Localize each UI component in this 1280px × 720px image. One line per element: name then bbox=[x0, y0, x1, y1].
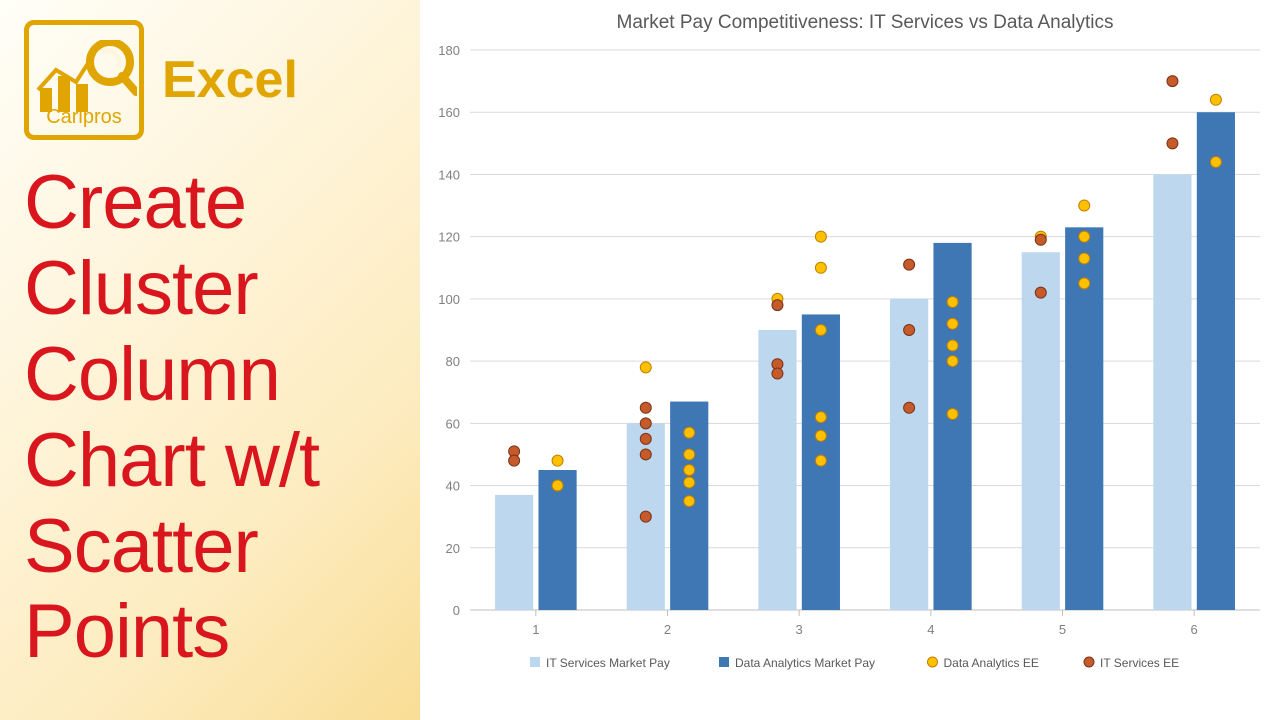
headline-line: Cluster bbox=[24, 246, 396, 332]
scatter-point bbox=[947, 297, 958, 308]
scatter-point bbox=[1079, 253, 1090, 264]
scatter-point bbox=[1210, 157, 1221, 168]
excel-label: Excel bbox=[162, 54, 298, 106]
bar bbox=[1153, 174, 1191, 610]
y-tick-label: 40 bbox=[446, 479, 460, 494]
scatter-point bbox=[684, 477, 695, 488]
x-tick-label: 5 bbox=[1059, 622, 1066, 637]
x-tick-label: 3 bbox=[796, 622, 803, 637]
chart-svg: Market Pay Competitiveness: IT Services … bbox=[420, 0, 1280, 700]
scatter-point bbox=[684, 465, 695, 476]
scatter-point bbox=[815, 231, 826, 242]
scatter-point bbox=[815, 325, 826, 336]
scatter-point bbox=[772, 300, 783, 311]
headline-line: Column bbox=[24, 332, 396, 418]
x-tick-label: 1 bbox=[532, 622, 539, 637]
y-tick-label: 0 bbox=[453, 603, 460, 618]
x-tick-label: 4 bbox=[927, 622, 934, 637]
scatter-point bbox=[947, 409, 958, 420]
scatter-point bbox=[815, 455, 826, 466]
scatter-point bbox=[684, 449, 695, 460]
headline: CreateClusterColumnChart w/tScatterPoint… bbox=[24, 160, 396, 675]
scatter-point bbox=[1079, 231, 1090, 242]
scatter-point bbox=[1167, 76, 1178, 87]
headline-line: Create bbox=[24, 160, 396, 246]
y-tick-label: 180 bbox=[438, 43, 460, 58]
legend-label: IT Services EE bbox=[1100, 656, 1179, 670]
scatter-point bbox=[904, 259, 915, 270]
scatter-point bbox=[640, 362, 651, 373]
scatter-point bbox=[684, 427, 695, 438]
scatter-point bbox=[684, 496, 695, 507]
legend-swatch bbox=[719, 657, 729, 667]
y-tick-label: 80 bbox=[446, 354, 460, 369]
legend-label: Data Analytics Market Pay bbox=[735, 656, 875, 670]
scatter-point bbox=[552, 455, 563, 466]
scatter-point bbox=[815, 430, 826, 441]
legend-swatch bbox=[1084, 657, 1094, 667]
scatter-point bbox=[904, 402, 915, 413]
bar bbox=[1197, 112, 1235, 610]
scatter-point bbox=[904, 325, 915, 336]
scatter-point bbox=[640, 402, 651, 413]
scatter-point bbox=[815, 262, 826, 273]
headline-line: Scatter bbox=[24, 504, 396, 590]
y-tick-label: 120 bbox=[438, 230, 460, 245]
scatter-point bbox=[1079, 278, 1090, 289]
y-tick-label: 100 bbox=[438, 292, 460, 307]
scatter-point bbox=[947, 340, 958, 351]
scatter-point bbox=[1035, 234, 1046, 245]
page: Caripros Excel CreateClusterColumnChart … bbox=[0, 0, 1280, 720]
y-tick-label: 60 bbox=[446, 416, 460, 431]
left-panel: Caripros Excel CreateClusterColumnChart … bbox=[0, 0, 420, 720]
scatter-point bbox=[1035, 287, 1046, 298]
scatter-point bbox=[640, 511, 651, 522]
legend-swatch bbox=[928, 657, 938, 667]
y-tick-label: 140 bbox=[438, 167, 460, 182]
bar bbox=[495, 495, 533, 610]
bar bbox=[890, 299, 928, 610]
headline-line: Points bbox=[24, 589, 396, 675]
x-tick-label: 2 bbox=[664, 622, 671, 637]
caripros-logo: Caripros bbox=[24, 20, 144, 140]
scatter-point bbox=[947, 356, 958, 367]
legend-label: Data Analytics EE bbox=[944, 656, 1039, 670]
scatter-point bbox=[640, 449, 651, 460]
scatter-point bbox=[815, 412, 826, 423]
scatter-point bbox=[640, 418, 651, 429]
legend-label: IT Services Market Pay bbox=[546, 656, 670, 670]
brand-label: Caripros bbox=[29, 106, 139, 129]
y-tick-label: 20 bbox=[446, 541, 460, 556]
y-tick-label: 160 bbox=[438, 105, 460, 120]
chart-panel: Market Pay Competitiveness: IT Services … bbox=[420, 0, 1280, 720]
scatter-point bbox=[640, 433, 651, 444]
legend-swatch bbox=[530, 657, 540, 667]
x-tick-label: 6 bbox=[1191, 622, 1198, 637]
headline-line: Chart w/t bbox=[24, 418, 396, 504]
logo-row: Caripros Excel bbox=[24, 20, 396, 140]
scatter-point bbox=[509, 455, 520, 466]
scatter-point bbox=[1079, 200, 1090, 211]
scatter-point bbox=[947, 318, 958, 329]
scatter-point bbox=[552, 480, 563, 491]
chart-title: Market Pay Competitiveness: IT Services … bbox=[617, 12, 1114, 33]
scatter-point bbox=[1167, 138, 1178, 149]
bar bbox=[1022, 252, 1060, 610]
scatter-point bbox=[1210, 94, 1221, 105]
scatter-point bbox=[772, 368, 783, 379]
